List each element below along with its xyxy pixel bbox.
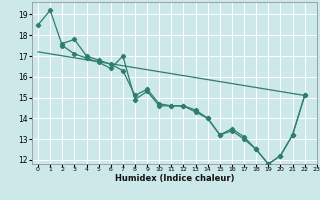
X-axis label: Humidex (Indice chaleur): Humidex (Indice chaleur) [115, 174, 234, 183]
